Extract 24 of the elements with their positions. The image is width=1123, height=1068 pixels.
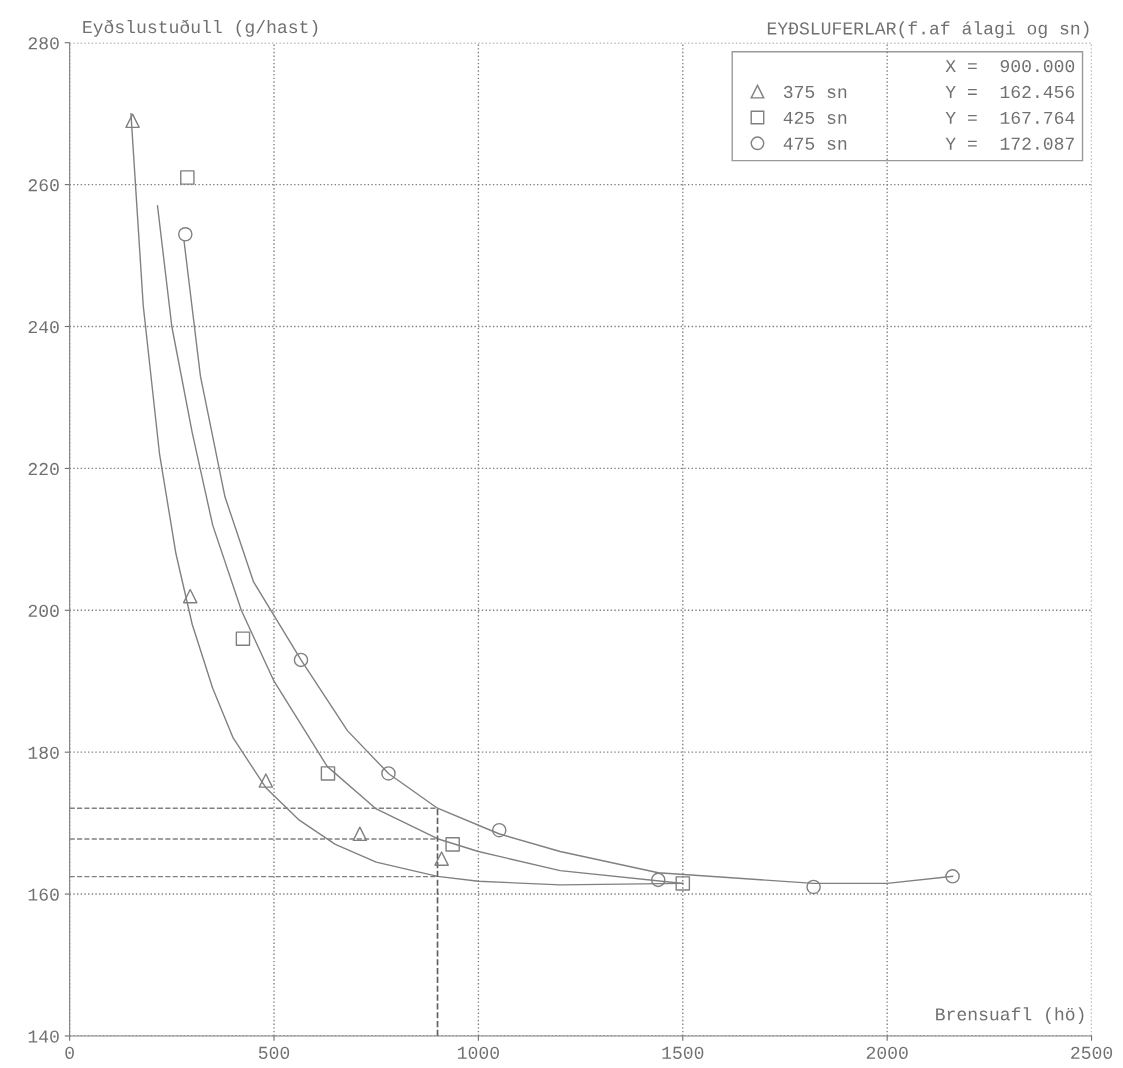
annotation: Y = 172.087 [945,137,1074,150]
x-tick-label: 1500 [662,1046,704,1059]
y-tick-label: 220 [28,462,59,476]
x-tick-label: 1000 [458,1046,499,1059]
x-tick-label: 2000 [866,1046,908,1059]
x-axis-title: Brensuafl (hö) [936,1007,1084,1025]
legend-label: 475 sn [783,137,847,150]
annotation: Y = 167.764 [945,111,1075,124]
y-tick-label: 200 [28,604,59,618]
y-tick-label: 260 [28,179,59,192]
y-tick-label: 280 [28,37,59,50]
x-tick-label: 0 [65,1046,74,1059]
y-tick-label: 180 [28,746,59,759]
y-tick-label: 140 [28,1030,59,1043]
x-tick-label: 2500 [1071,1046,1113,1059]
annotation: X = 900.000 [945,59,1075,73]
legend-label: 425 sn [783,111,847,124]
y-tick-label: 240 [28,320,59,334]
chart-title: EYÐSLUFERLAR(f.af álagi og sn) [767,21,1089,39]
legend-label: 375 sn [783,85,847,99]
y-axis-title: Eyðslustuðull (g/hast) [83,19,318,37]
x-tick-label: 500 [258,1046,290,1059]
annotation: Y = 162.456 [945,85,1075,99]
y-tick-label: 160 [28,888,59,901]
